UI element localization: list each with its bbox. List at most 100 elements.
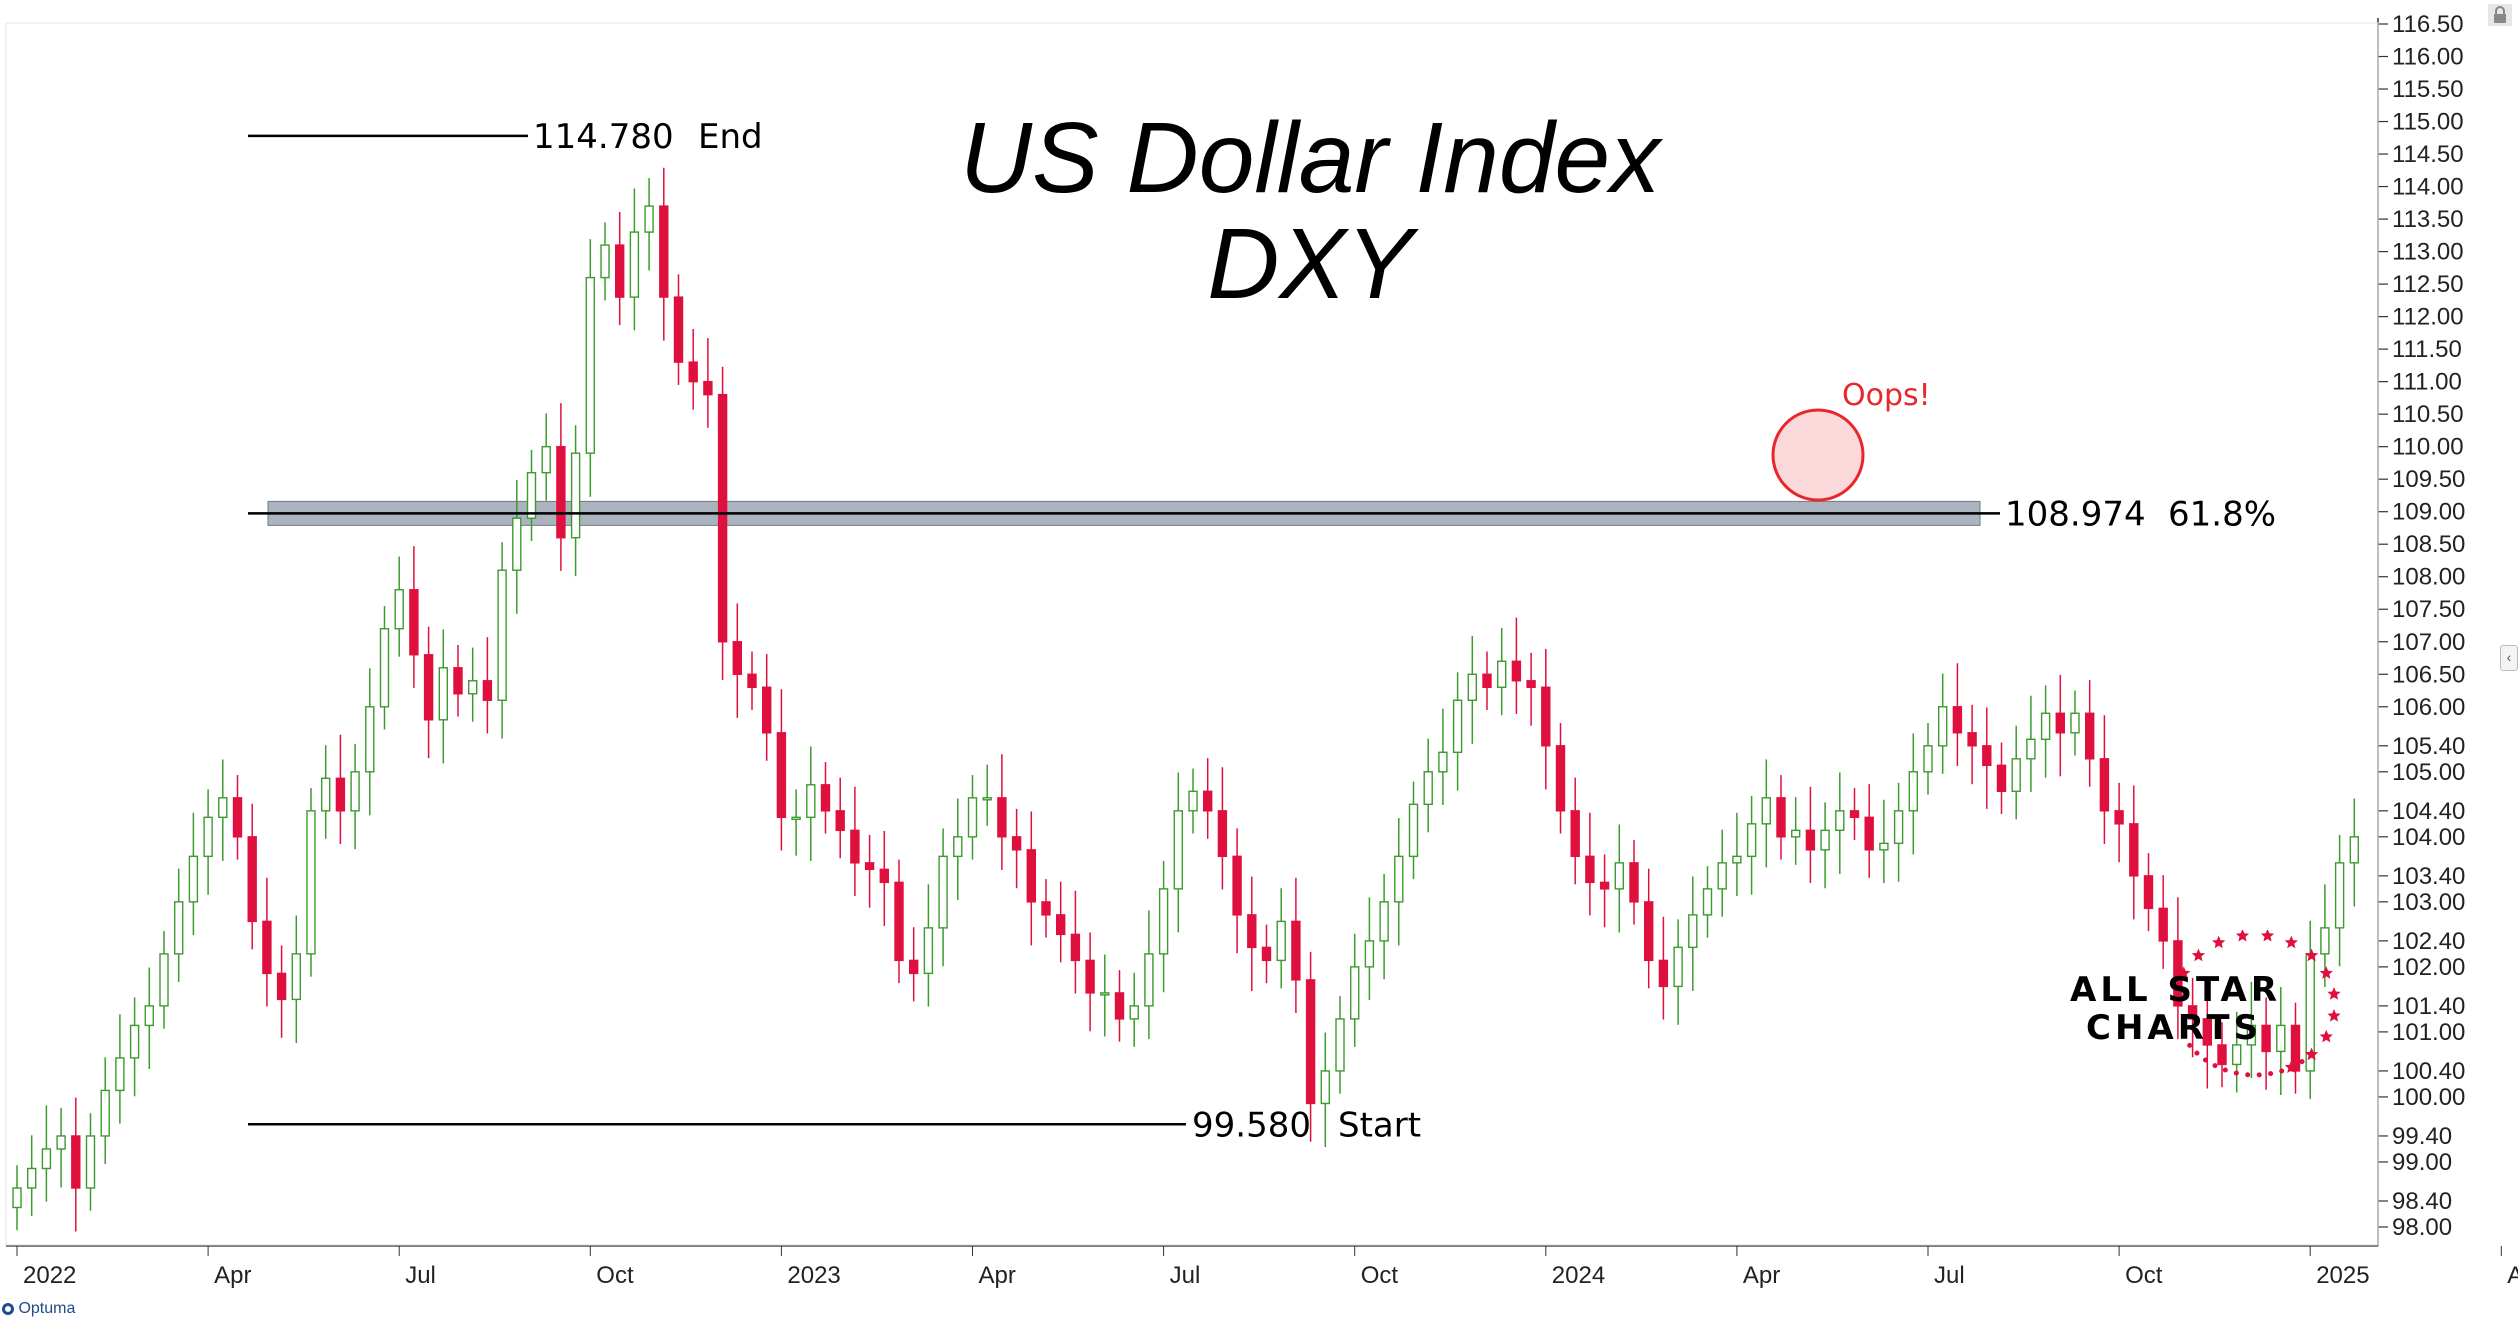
- fib-value-label: 108.974: [2005, 494, 2146, 534]
- candle-up: [468, 680, 478, 695]
- logo-star-icon: [2319, 1029, 2333, 1043]
- logo-star-icon: [2260, 930, 2275, 942]
- candle-down: [717, 393, 728, 643]
- fib-percent-label: 61.8%: [2168, 494, 2276, 534]
- y-tick-label: 99.40: [2392, 1123, 2452, 1150]
- candle-up: [982, 797, 992, 801]
- candle-up: [1702, 888, 1713, 916]
- candle-down: [1643, 901, 1654, 962]
- logo-dot: [2212, 1063, 2218, 1069]
- candle-down: [835, 810, 845, 832]
- candle-down: [2187, 1005, 2198, 1020]
- candle-up: [1790, 829, 1801, 838]
- candle-up: [1496, 660, 1507, 688]
- candle-up: [321, 777, 331, 812]
- candle-up: [526, 471, 537, 519]
- candle-down: [997, 797, 1007, 838]
- logo-star-icon: [2177, 966, 2191, 979]
- candle-up: [1276, 920, 1286, 962]
- y-tick-label: 102.00: [2392, 954, 2465, 981]
- candle-up: [100, 1089, 110, 1137]
- x-tick-label: Jul: [1170, 1262, 1201, 1289]
- candle-down: [1570, 810, 1580, 858]
- candle-down: [262, 920, 272, 975]
- y-tick-label: 107.50: [2392, 596, 2465, 623]
- logo-dot: [2233, 1070, 2239, 1076]
- y-tick-label: 101.40: [2392, 993, 2465, 1020]
- candle-up: [1614, 862, 1625, 890]
- candle-up: [1320, 1070, 1331, 1105]
- candle-up: [1379, 901, 1389, 942]
- candle-up: [541, 445, 551, 474]
- candle-down: [2055, 712, 2066, 734]
- annotation-layer: 114.780 End 99.580 Start 108.974 61.8% Oops!: [248, 117, 2276, 1145]
- candle-down: [1776, 797, 1786, 838]
- candle-down: [1085, 959, 1095, 994]
- highlight-circle: [1771, 408, 1865, 502]
- chevron-left-icon[interactable]: ‹: [2500, 645, 2518, 671]
- candle-down: [2217, 1044, 2227, 1066]
- candle-up: [497, 569, 507, 701]
- candle-up: [115, 1057, 125, 1092]
- candle-up: [1673, 946, 1683, 988]
- candle-down: [820, 784, 831, 812]
- platform-logo: Optuma: [2, 1300, 75, 1318]
- candle-down: [556, 445, 566, 539]
- candle-up: [1408, 803, 1419, 858]
- candle-down: [453, 667, 463, 695]
- logo-dot: [2202, 1057, 2208, 1063]
- candle-up: [2040, 712, 2051, 740]
- candle-down: [1217, 810, 1228, 858]
- candle-up: [1879, 842, 1889, 851]
- x-tick-label: 2025: [2316, 1262, 2369, 1289]
- x-tick-label: Oct: [596, 1262, 634, 1289]
- logo-line2: CHARTS: [2086, 1008, 2263, 1048]
- logo-dot: [2245, 1072, 2251, 1078]
- y-tick-label: 109.50: [2392, 466, 2465, 493]
- logo-star-icon: [2191, 948, 2206, 962]
- candle-down: [335, 777, 346, 812]
- lock-icon[interactable]: [2488, 4, 2512, 26]
- candle-down: [1291, 920, 1301, 981]
- candle-down: [1982, 745, 1992, 767]
- y-tick-label: 98.40: [2392, 1188, 2452, 1215]
- candle-up: [1937, 706, 1948, 747]
- logo-star-icon: [2327, 987, 2341, 1000]
- oops-label: Oops!: [1842, 378, 1931, 413]
- logo-dot: [2279, 1068, 2285, 1074]
- candle-down: [1658, 959, 1669, 988]
- platform-icon: [2, 1302, 14, 1315]
- y-tick-label: 116.00: [2392, 44, 2464, 71]
- candle-down: [1864, 816, 1874, 851]
- candle-down: [1967, 732, 1977, 747]
- logo-star-icon: [2319, 966, 2333, 979]
- candle-up: [1349, 966, 1360, 1020]
- y-tick-label: 100.00: [2392, 1084, 2465, 1111]
- candle-down: [703, 380, 713, 396]
- candle-up: [2026, 738, 2036, 760]
- candle-down: [2261, 1024, 2271, 1053]
- y-tick-label: 115.50: [2392, 76, 2464, 103]
- logo-star-icon: [2304, 948, 2319, 962]
- candle-up: [2334, 862, 2345, 929]
- candle-up: [1144, 953, 1154, 1007]
- candle-up: [791, 816, 801, 821]
- candle-up: [585, 276, 595, 454]
- candle-down: [762, 686, 772, 734]
- candle-up: [1908, 771, 1919, 812]
- candle-down: [1996, 764, 2007, 793]
- candle-up: [570, 452, 581, 539]
- candle-up: [144, 1005, 155, 1027]
- y-axis: 116.50 116.00 115.50 115.00 114.50 114.00 113.…: [2377, 11, 2465, 1246]
- candle-down: [2202, 1018, 2213, 1046]
- candle-up: [1688, 914, 1698, 949]
- candle-up: [1820, 829, 1830, 851]
- end-value-label: 114.780: [533, 117, 674, 157]
- x-tick-label: Oct: [1361, 1262, 1399, 1289]
- y-tick-label: 112.00: [2392, 304, 2464, 331]
- candle-up: [1732, 855, 1742, 864]
- candle-up: [129, 1024, 140, 1059]
- logo-stars-icon: [2177, 930, 2341, 1078]
- logo-dot: [2194, 1050, 2200, 1056]
- x-tick-label: 2022: [23, 1262, 76, 1289]
